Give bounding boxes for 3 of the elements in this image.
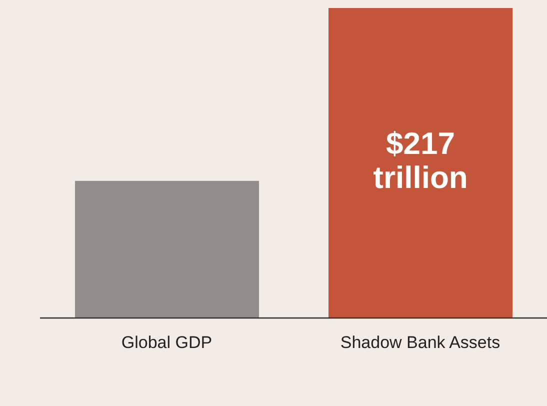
x-tick-label: Global GDP <box>121 333 212 352</box>
data-label: $217 trillion <box>373 126 468 196</box>
x-tick-label: Shadow Bank Assets <box>340 333 500 352</box>
